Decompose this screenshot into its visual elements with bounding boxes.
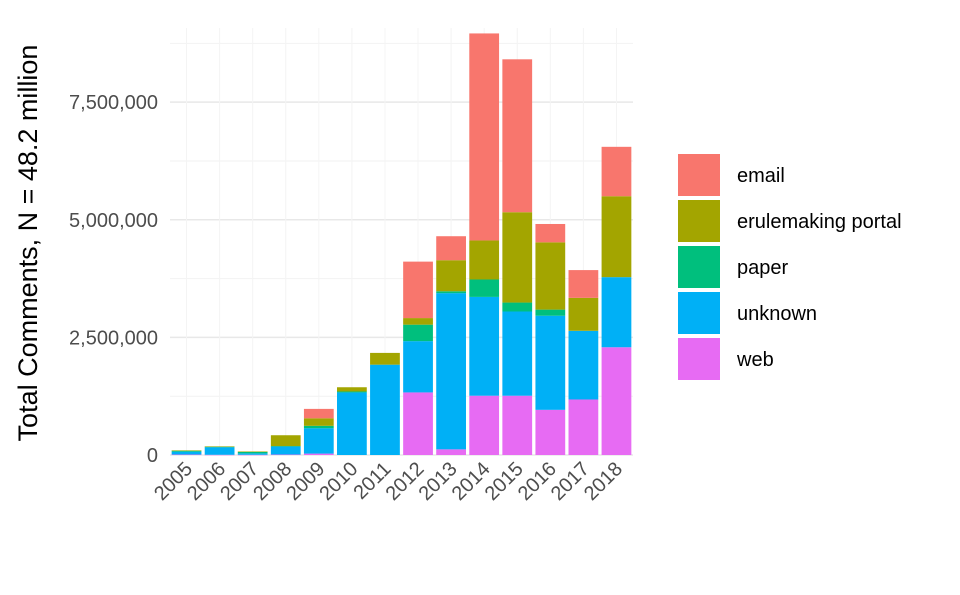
bar-2017-unknown: [568, 330, 599, 400]
bar-2008-web: [270, 454, 301, 456]
y-tick-label: 2,500,000: [69, 327, 158, 349]
bar-2016-erulemaking-portal: [535, 242, 566, 310]
bar-2008-unknown: [270, 446, 301, 455]
legend-key-paper: [678, 246, 720, 288]
y-tick-label: 0: [147, 445, 158, 467]
bar-2011-erulemaking-portal: [370, 352, 400, 365]
y-tick-label: 5,000,000: [69, 210, 158, 232]
bar-2018-email: [601, 146, 632, 197]
bar-2007-web: [237, 454, 268, 456]
y-axis-title: Total Comments, N = 48.2 million: [13, 45, 43, 442]
legend-key-erulemaking-portal: [678, 200, 720, 242]
legend: email erulemaking portal paper unknown web: [678, 154, 902, 380]
bar-2006-erulemaking-portal: [204, 446, 235, 447]
bar-2005-erulemaking-portal: [171, 450, 202, 451]
legend-key-unknown: [678, 292, 720, 334]
x-axis-ticks: 2005200620072008200920102011201220132014…: [150, 458, 627, 505]
bar-2009-email: [303, 408, 334, 419]
bar-2007-paper: [237, 451, 268, 454]
bar-2016-email: [535, 223, 566, 243]
bar-2007-erulemaking-portal: [237, 451, 268, 452]
bar-2011-unknown: [370, 364, 400, 455]
bar-2014-erulemaking-portal: [469, 240, 500, 280]
bar-2018-web: [601, 347, 632, 455]
x-tick-label: 2018: [580, 458, 627, 505]
bar-2005-paper: [171, 450, 202, 452]
bar-2005-web: [171, 454, 202, 456]
legend-key-email: [678, 154, 720, 196]
bar-2009-erulemaking-portal: [303, 418, 334, 426]
y-axis-ticks: 0 2,500,000 5,000,000 7,500,000: [69, 92, 158, 467]
bar-2018-erulemaking-portal: [601, 196, 632, 278]
bar-2013-unknown: [436, 293, 466, 450]
bar-2008-paper: [270, 446, 301, 447]
legend-label: web: [736, 349, 774, 371]
bars: [171, 33, 632, 456]
bar-2012-email: [403, 261, 433, 319]
bar-2013-email: [436, 236, 466, 261]
bar-2018-unknown: [601, 277, 632, 348]
bar-2008-erulemaking-portal: [270, 435, 301, 447]
bar-2016-unknown: [535, 315, 566, 410]
bar-2015-erulemaking-portal: [502, 212, 533, 303]
bar-2009-web: [303, 453, 334, 455]
bar-2015-unknown: [502, 311, 533, 396]
bar-2015-email: [502, 59, 533, 213]
bar-2014-paper: [469, 279, 500, 297]
bar-2017-email: [568, 270, 599, 298]
bar-2014-email: [469, 33, 500, 241]
bar-2012-unknown: [403, 341, 433, 393]
legend-label: erulemaking portal: [737, 211, 902, 233]
bar-2014-unknown: [469, 296, 500, 396]
bar-2005-unknown: [171, 451, 202, 455]
bar-2015-paper: [502, 302, 533, 312]
legend-label: paper: [737, 257, 788, 279]
legend-label: email: [737, 165, 785, 187]
bar-2007-unknown: [237, 453, 268, 455]
bar-2017-erulemaking-portal: [568, 297, 599, 331]
legend-key-web: [678, 338, 720, 380]
bar-2006-web: [204, 454, 235, 456]
bar-2006-unknown: [204, 447, 235, 455]
bar-2017-web: [568, 399, 599, 455]
bar-2012-web: [403, 392, 433, 455]
bar-2010-unknown: [337, 392, 367, 455]
bar-2006-paper: [204, 446, 235, 448]
bar-2014-web: [469, 395, 500, 455]
bar-2009-paper: [303, 425, 334, 429]
bar-2013-web: [436, 449, 466, 455]
bar-2016-web: [535, 409, 566, 455]
bar-2012-paper: [403, 324, 433, 342]
y-tick-label: 7,500,000: [69, 92, 158, 114]
bar-2015-web: [502, 395, 533, 455]
bar-2013-erulemaking-portal: [436, 260, 466, 292]
bar-2012-erulemaking-portal: [403, 318, 433, 325]
bar-2009-unknown: [303, 428, 334, 454]
bar-2013-paper: [436, 291, 466, 294]
bar-2016-paper: [535, 309, 566, 316]
bar-2010-erulemaking-portal: [337, 387, 367, 392]
legend-label: unknown: [737, 303, 817, 325]
bar-2010-paper: [337, 391, 367, 393]
